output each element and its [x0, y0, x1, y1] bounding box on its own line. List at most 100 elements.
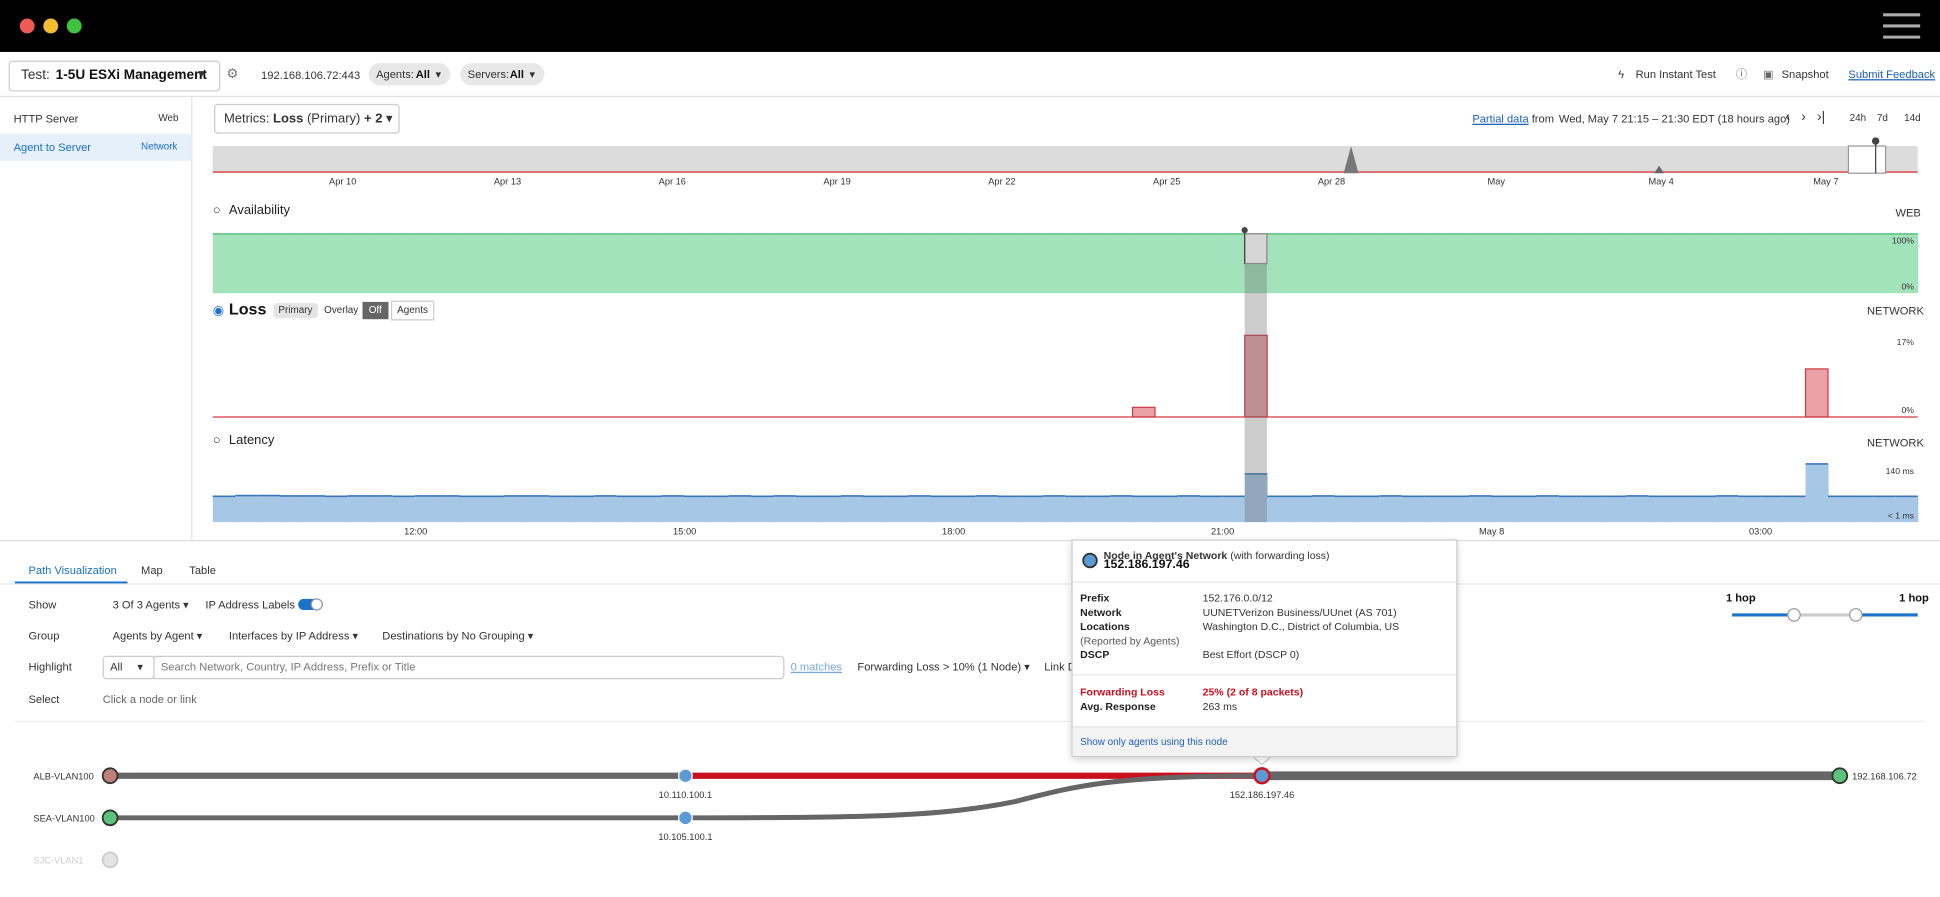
- title-bar: [0, 0, 1940, 52]
- x-tick-label: 18:00: [942, 525, 966, 537]
- server-node[interactable]: [1831, 767, 1849, 785]
- latency-area: [437, 495, 461, 523]
- availability-area: [1356, 233, 1380, 294]
- metrics-select[interactable]: [214, 103, 400, 134]
- test-name[interactable]: 1-5U ESXi Management: [55, 68, 207, 83]
- overview-date: Apr 22: [988, 175, 1016, 187]
- caret: ▾: [197, 66, 205, 82]
- dropdown[interactable]: Destinations by No Grouping ▾: [382, 629, 534, 643]
- latency-area: [482, 496, 506, 523]
- hint: Click a node or link: [102, 692, 197, 706]
- snapshot[interactable]: Snapshot: [1781, 68, 1829, 81]
- availability-area: [347, 233, 371, 294]
- radio[interactable]: ○: [212, 202, 221, 218]
- help-icon[interactable]: ⓘ: [1735, 68, 1748, 81]
- toggle-off[interactable]: Off: [362, 301, 388, 320]
- time-window: Wed, May 7 21:15 – 21:30 EDT (18 hours a…: [1558, 112, 1791, 125]
- settings-icon[interactable]: ⚙: [226, 66, 239, 82]
- radio[interactable]: ◉: [212, 303, 225, 318]
- availability-area: [1379, 233, 1403, 294]
- agents-filter[interactable]: [368, 63, 451, 86]
- value: All: [415, 68, 430, 81]
- close-button[interactable]: [19, 18, 35, 34]
- feedback-link[interactable]: Submit Feedback: [1848, 68, 1936, 81]
- hop-node[interactable]: [678, 768, 693, 784]
- action-link[interactable]: Show only agents using this node: [1080, 736, 1228, 748]
- availability-area: [1087, 233, 1111, 294]
- dropdown[interactable]: Interfaces by IP Address ▾: [228, 629, 359, 643]
- latency-area: [302, 495, 326, 523]
- bolt-icon: ϟ: [1618, 68, 1625, 81]
- latency-area: [1783, 496, 1807, 523]
- dropdown[interactable]: Forwarding Loss > 10% (1 Node) ▾: [857, 660, 1030, 674]
- run-test[interactable]: Run Instant Test: [1635, 68, 1716, 81]
- label: Test:: [21, 68, 50, 83]
- latency-area: [1424, 496, 1448, 523]
- latency-area: [885, 496, 909, 523]
- availability-area: [1042, 233, 1066, 294]
- minimize-button[interactable]: [43, 18, 59, 34]
- x-tick-label: 15:00: [673, 525, 697, 537]
- maximize-button[interactable]: [66, 18, 82, 34]
- agent-node[interactable]: [101, 809, 119, 827]
- path-link[interactable]: [685, 773, 1262, 821]
- row-label: Network: [1080, 605, 1122, 619]
- slider-knob[interactable]: [1849, 608, 1863, 622]
- latency-area: [1334, 496, 1358, 523]
- availability-area: [930, 233, 954, 294]
- dropdown[interactable]: 3 Of 3 Agents ▾: [112, 598, 189, 612]
- row-value: Washington D.C., District of Columbia, U…: [1202, 619, 1400, 633]
- latency-area: [930, 496, 954, 523]
- partial-link[interactable]: Partial data: [1472, 112, 1529, 125]
- row-value: UUNETVerizon Business/UUnet (AS 701): [1202, 605, 1397, 619]
- overview-window[interactable]: [1847, 145, 1887, 174]
- test-select[interactable]: [8, 60, 221, 92]
- panel-title: Latency: [228, 433, 275, 448]
- span-button: 24h: [1849, 112, 1867, 124]
- availability-area: [414, 233, 438, 294]
- matches[interactable]: 0 matches: [790, 660, 842, 674]
- overview-strip[interactable]: [212, 145, 1918, 174]
- sidebar-kind: Network: [141, 141, 178, 153]
- latency-area: [504, 495, 528, 523]
- radio[interactable]: ○: [212, 433, 221, 448]
- latency-area: [1401, 496, 1425, 523]
- availability-area: [1401, 233, 1425, 294]
- overview-date: Apr 16: [658, 175, 686, 187]
- latency-area: [773, 495, 797, 523]
- toggle-agents[interactable]: Agents: [390, 300, 435, 321]
- search-input[interactable]: [153, 655, 785, 680]
- latency-area: [840, 495, 864, 523]
- latency-area: [571, 496, 595, 523]
- latency-area: [616, 496, 640, 523]
- camera-icon: ▣: [1763, 68, 1774, 81]
- agent-node[interactable]: [101, 767, 119, 785]
- overview-spike: [1654, 165, 1665, 174]
- node-icon: [1082, 552, 1098, 569]
- agent-node[interactable]: [101, 851, 119, 869]
- slider-knob[interactable]: [1787, 608, 1801, 622]
- availability-area: [1110, 233, 1134, 294]
- agent-label: ALB-VLAN100: [33, 770, 94, 782]
- availability-area: [280, 233, 304, 294]
- latency-area: [257, 495, 281, 523]
- latency-area: [661, 495, 685, 523]
- overview-date: Apr 28: [1317, 175, 1346, 187]
- latency-area: [706, 496, 730, 523]
- availability-area: [1738, 233, 1762, 294]
- span-button: 14d: [1904, 112, 1921, 124]
- dropdown[interactable]: Agents by Agent ▾: [112, 629, 203, 643]
- nav-arrows[interactable]: ‹ › ›|: [1785, 110, 1826, 125]
- toggle-knob[interactable]: [310, 598, 323, 611]
- dropdown[interactable]: Link D: [1044, 660, 1076, 674]
- metrics: Metrics: Loss (Primary) + 2 ▾: [223, 111, 393, 127]
- servers-filter[interactable]: [460, 63, 545, 86]
- latency-area: [1760, 496, 1784, 523]
- label: from: [1531, 112, 1554, 125]
- hop-node[interactable]: [678, 810, 693, 826]
- menu-icon[interactable]: [1883, 13, 1921, 39]
- hop-node[interactable]: [1253, 767, 1271, 785]
- latency-area: [1042, 495, 1066, 523]
- availability-area: [683, 233, 707, 294]
